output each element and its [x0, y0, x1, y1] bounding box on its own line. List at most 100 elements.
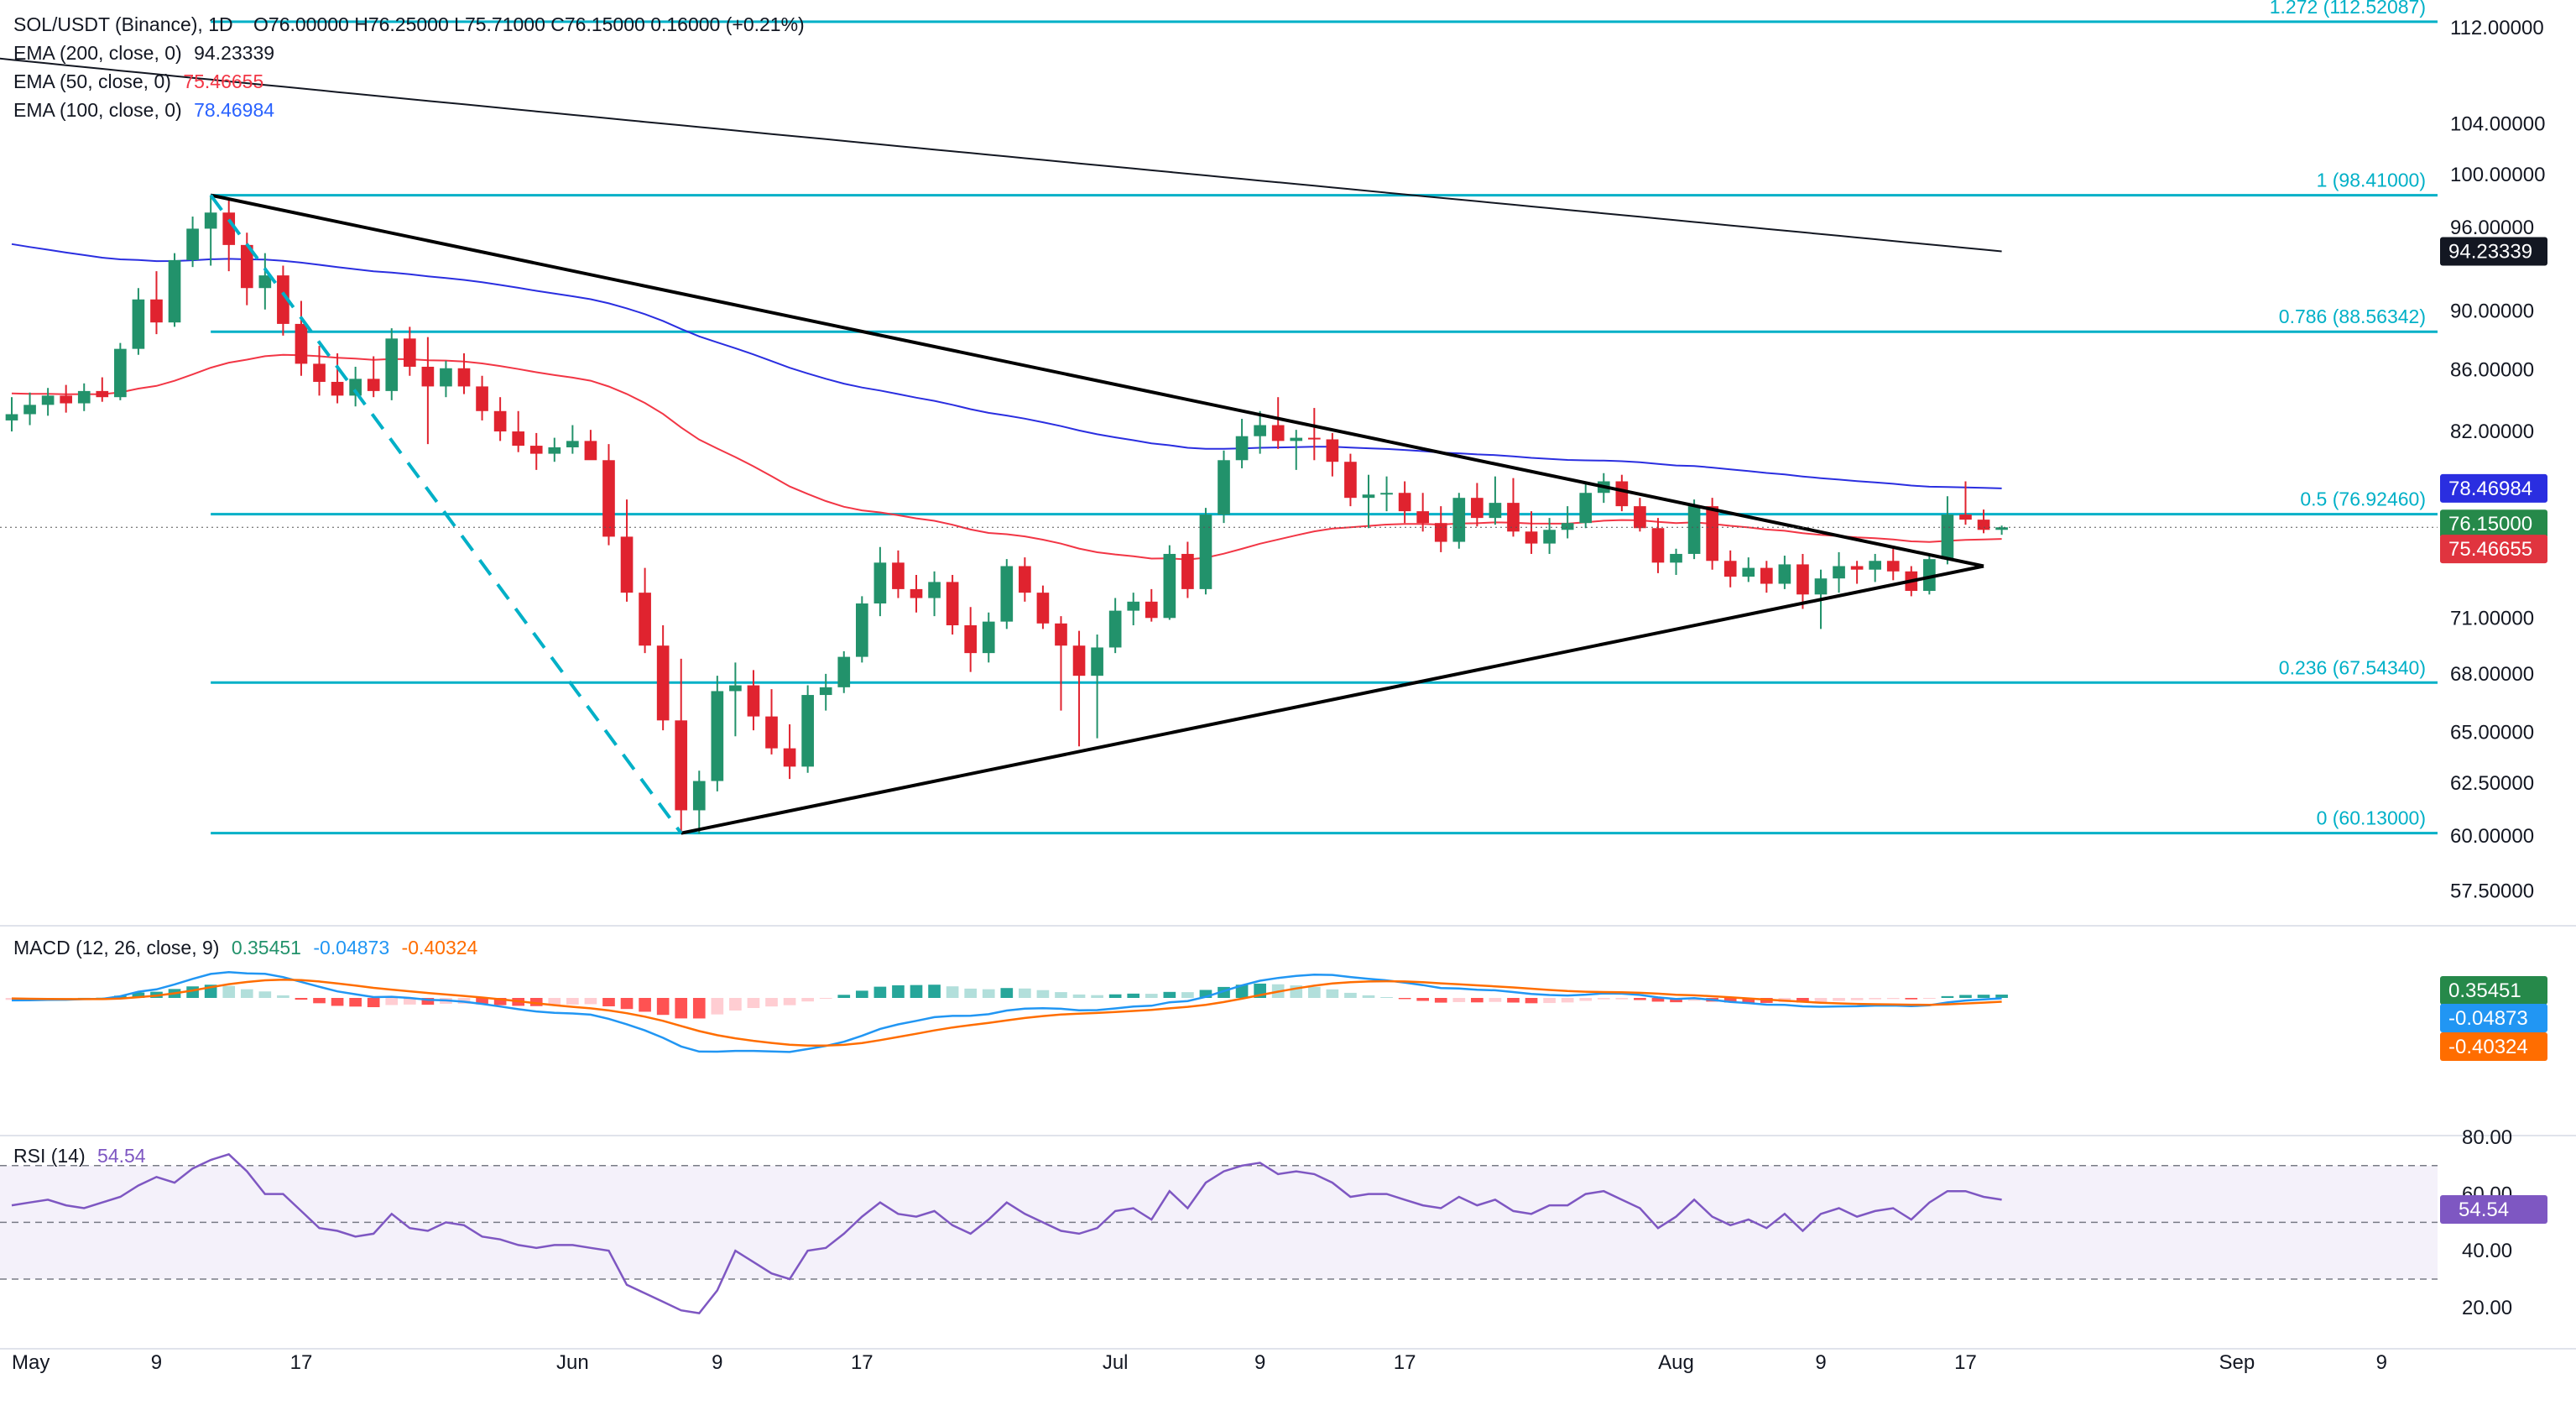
candle-body [222, 212, 236, 245]
price-axis-tick: 71.00000 [2450, 607, 2534, 629]
time-axis-tick: Jun [556, 1351, 589, 1374]
candle-body [639, 593, 651, 646]
candle-body [783, 748, 796, 767]
macd-histogram-bar [982, 989, 995, 998]
candle-body [910, 588, 923, 598]
candle-body [77, 390, 91, 404]
candle-body [150, 299, 163, 323]
candle-body [1199, 514, 1212, 589]
macd-histogram-bar [1235, 985, 1249, 998]
macd-badge-text: -0.04873 [2448, 1007, 2528, 1030]
ema100-legend[interactable]: EMA (100, close, 0) 78.46984 [13, 96, 805, 124]
candle-body [295, 323, 308, 364]
macd-histogram-bar [1072, 994, 1086, 998]
rsi-legend[interactable]: RSI (14) 54.54 [13, 1145, 146, 1167]
ema200-label: EMA (200, close, 0) [13, 42, 182, 64]
candle-body [114, 348, 127, 398]
fib-level-label: 0 (60.13000) [2317, 807, 2426, 829]
macd-histogram-bar [1344, 992, 1357, 998]
macd-histogram-bar [349, 998, 362, 1007]
macd-histogram-bar [711, 998, 724, 1015]
symbol-header[interactable]: SOL/USDT (Binance), 1D O76.00000 H76.250… [13, 10, 805, 39]
ema200-value: 94.23339 [194, 42, 275, 64]
macd-histogram-bar [1163, 991, 1176, 998]
time-axis-tick: 17 [851, 1351, 873, 1374]
candle-body [837, 656, 851, 687]
macd-histogram-bar [1525, 998, 1538, 1004]
macd-histogram-bar [1651, 998, 1665, 1002]
price-badge-text: 75.46655 [2448, 538, 2532, 561]
macd-histogram-bar [1471, 998, 1484, 1003]
fib-level-label: 1.272 (112.52087) [2270, 0, 2426, 18]
triangle-lower-line [681, 564, 1984, 835]
price-axis-tick: 104.00000 [2450, 112, 2545, 135]
macd-legend[interactable]: MACD (12, 26, close, 9) 0.35451 -0.04873… [13, 937, 477, 959]
macd-histogram-bar [1145, 994, 1158, 998]
macd-histogram-bar [837, 995, 851, 998]
candle-body [1290, 437, 1303, 441]
candle-body [1036, 593, 1050, 624]
rsi-badge-text: 54.54 [2459, 1199, 2509, 1221]
macd-histogram-bar [403, 998, 416, 1005]
candle-body [1742, 567, 1755, 577]
candle-body [1850, 566, 1864, 570]
macd-histogram-bar [765, 998, 778, 1007]
rsi-axis-tick: 40.00 [2462, 1240, 2512, 1262]
candle-body [1055, 623, 1067, 646]
macd-histogram-bar [1307, 986, 1321, 998]
rsi-badge [2440, 1195, 2547, 1225]
price-badge-text: 78.46984 [2448, 478, 2532, 500]
candle-body [1723, 561, 1737, 577]
price-axis-tick: 65.00000 [2450, 722, 2534, 744]
macd-histogram-bar [277, 995, 289, 998]
candle-body [801, 695, 814, 767]
macd-label: MACD (12, 26, close, 9) [13, 937, 220, 958]
macd-histogram-bar [529, 998, 543, 1006]
candle-body [1525, 531, 1538, 544]
macd-histogram-bar [1127, 993, 1140, 998]
price-axis-tick: 86.00000 [2450, 359, 2534, 382]
candle-body [1471, 498, 1484, 519]
candle-body [1977, 520, 1990, 530]
price-badge [2440, 473, 2547, 503]
candle-body [1706, 506, 1718, 561]
ema200-legend[interactable]: EMA (200, close, 0) 94.23339 [13, 39, 805, 67]
macd-histogram-bar [1597, 998, 1610, 1000]
price-axis-tick: 96.00000 [2450, 217, 2534, 239]
macd-histogram-bar [602, 998, 615, 1006]
macd-hist-value: 0.35451 [231, 937, 301, 958]
macd-histogram-bar [855, 990, 868, 998]
macd-histogram-bar [1362, 995, 1375, 998]
candle-body [277, 275, 289, 324]
macd-histogram-bar [675, 998, 688, 1019]
fib-level-label: 0.5 (76.92460) [2300, 488, 2426, 510]
time-axis-tick: 9 [151, 1351, 162, 1374]
macd-histogram-bar [1670, 998, 1682, 1003]
candle-body [331, 381, 344, 396]
macd-histogram-bar [1416, 998, 1430, 1001]
candle-body [168, 259, 181, 323]
candle-body [403, 338, 416, 367]
fib-trend-line [209, 194, 683, 834]
candle-body [132, 299, 145, 349]
macd-histogram-bar [132, 992, 145, 998]
candle-body [928, 582, 941, 598]
candle-body [1651, 528, 1665, 563]
macd-histogram-bar [1489, 998, 1502, 1002]
candle-body [692, 781, 706, 811]
macd-histogram-bar [1687, 998, 1701, 1001]
ema50-legend[interactable]: EMA (50, close, 0) 75.46655 [13, 67, 805, 96]
candle-body [1814, 578, 1828, 595]
rsi-axis-tick: 20.00 [2462, 1297, 2512, 1319]
macd-histogram-bar [1905, 998, 1918, 1000]
macd-line [11, 970, 2002, 1053]
candle-body [1543, 530, 1556, 544]
candle-body [41, 395, 55, 405]
macd-histogram-bar [1398, 998, 1411, 1000]
candle-body [1326, 439, 1339, 462]
macd-histogram-bar [1507, 998, 1520, 1003]
candle-body [1235, 436, 1249, 461]
candle-body [349, 379, 362, 396]
